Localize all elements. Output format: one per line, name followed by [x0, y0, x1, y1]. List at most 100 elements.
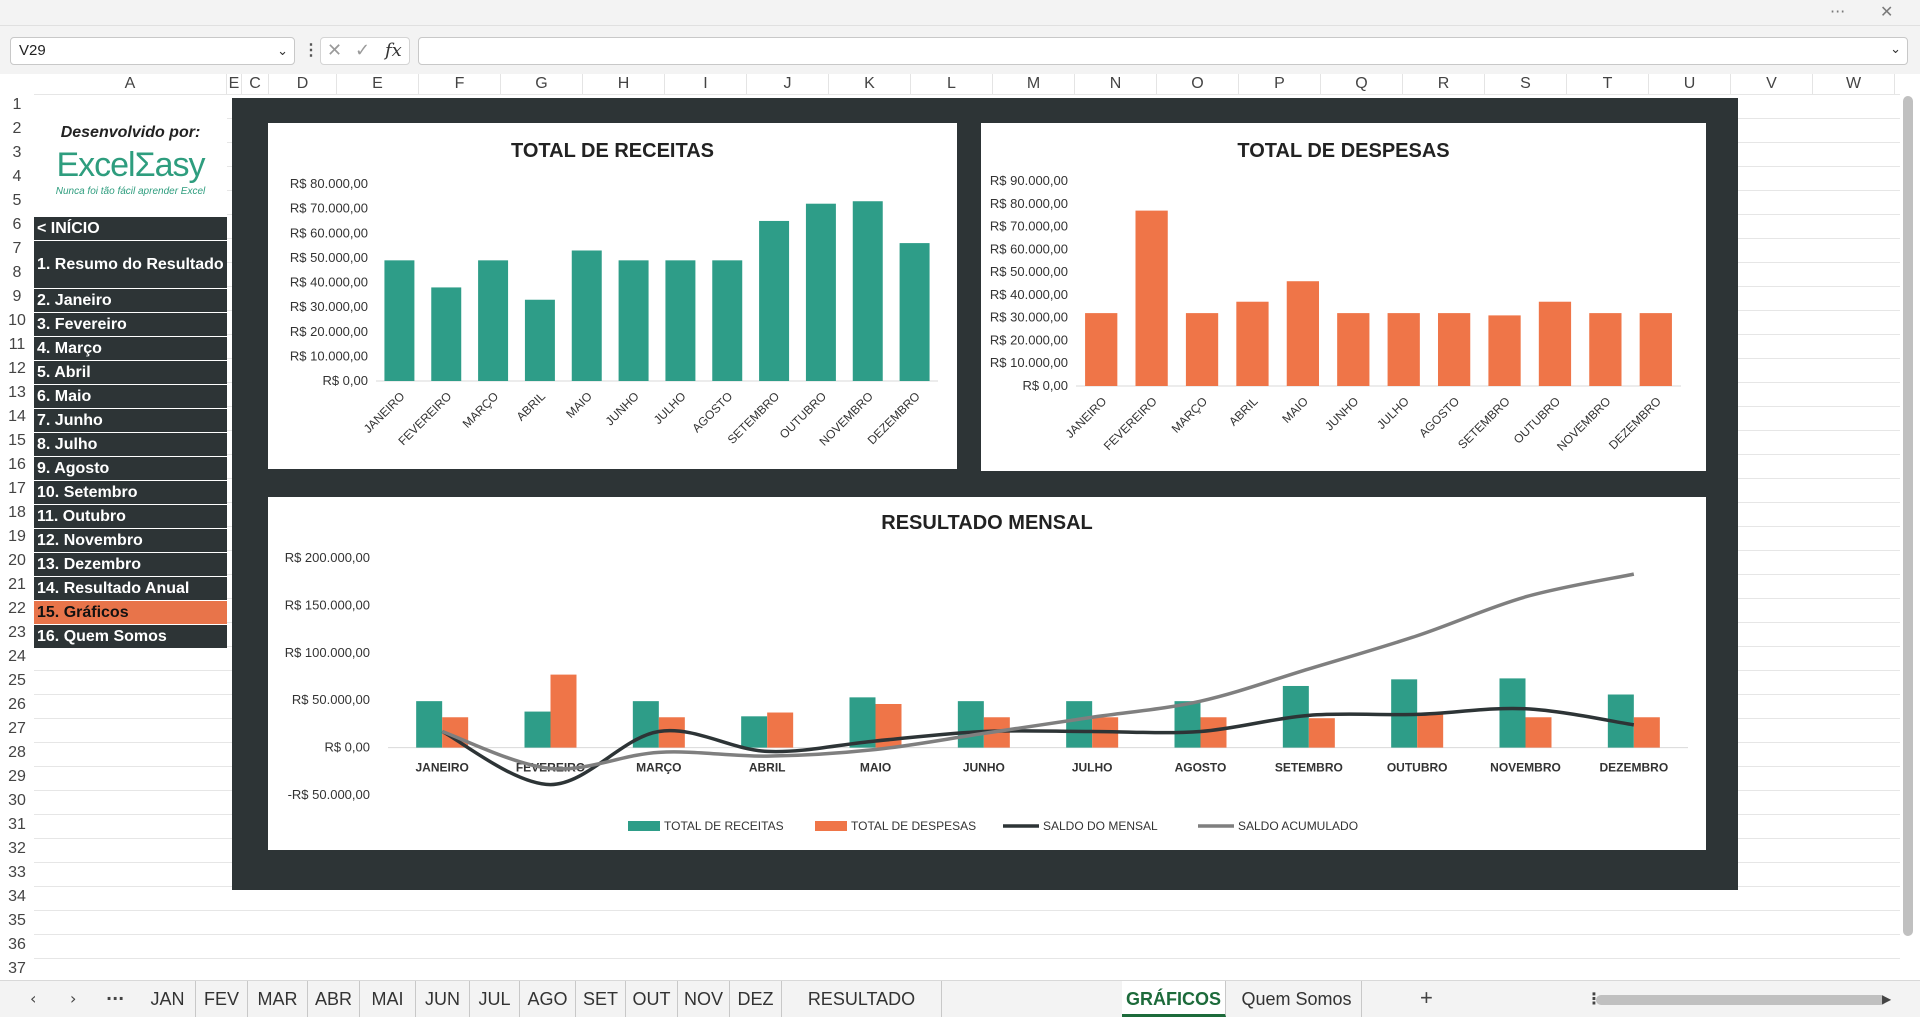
- sheet-tab[interactable]: DEZ: [730, 981, 782, 1017]
- row-header[interactable]: 1: [12, 96, 22, 113]
- bar[interactable]: [899, 243, 930, 381]
- bar[interactable]: [1337, 313, 1370, 386]
- nav-item[interactable]: 13. Dezembro: [34, 553, 227, 577]
- row-header[interactable]: 27: [8, 720, 26, 737]
- row-header[interactable]: 9: [12, 288, 22, 305]
- column-header[interactable]: Q: [1321, 74, 1403, 94]
- column-header[interactable]: I: [665, 74, 747, 94]
- column-header[interactable]: T: [1567, 74, 1649, 94]
- sheet-tab[interactable]: FEV: [196, 981, 248, 1017]
- row-header[interactable]: 3: [12, 144, 22, 161]
- row-header[interactable]: 14: [8, 408, 26, 425]
- chevron-right-icon[interactable]: ›: [70, 989, 77, 1008]
- column-header[interactable]: K: [829, 74, 911, 94]
- nav-item[interactable]: 15. Gráficos: [34, 601, 227, 625]
- row-header[interactable]: 29: [8, 768, 26, 785]
- chart-total-receitas[interactable]: TOTAL DE RECEITAS R$ 0,00 R$ 10.000,00 R$ …: [268, 123, 957, 469]
- bar[interactable]: [1417, 712, 1444, 748]
- row-header[interactable]: 4: [12, 168, 22, 185]
- column-header[interactable]: M: [993, 74, 1075, 94]
- nav-item[interactable]: 3. Fevereiro: [34, 313, 227, 337]
- bar[interactable]: [1236, 301, 1269, 386]
- close-icon[interactable]: ✕: [1880, 2, 1894, 21]
- column-header[interactable]: E: [227, 74, 242, 94]
- column-header[interactable]: P: [1239, 74, 1321, 94]
- column-header[interactable]: J: [747, 74, 829, 94]
- bar[interactable]: [767, 712, 794, 748]
- sheet-tab[interactable]: JUN: [416, 981, 470, 1017]
- bar[interactable]: [957, 701, 984, 748]
- chevron-down-icon[interactable]: ⌄: [1890, 41, 1901, 56]
- bar[interactable]: [1488, 315, 1521, 386]
- row-header[interactable]: 2: [12, 120, 22, 137]
- enter-icon[interactable]: ✓: [355, 40, 371, 61]
- cancel-icon[interactable]: ✕: [327, 40, 343, 61]
- sheet-tab[interactable]: AGO: [520, 981, 576, 1017]
- bar[interactable]: [1525, 717, 1552, 748]
- nav-item[interactable]: 8. Julho: [34, 433, 227, 457]
- vertical-scrollbar[interactable]: [1903, 96, 1913, 936]
- bar[interactable]: [1066, 701, 1093, 748]
- column-header[interactable]: N: [1075, 74, 1157, 94]
- insert-function-icon[interactable]: fx: [385, 40, 402, 61]
- sheet-tab[interactable]: ABR: [308, 981, 360, 1017]
- row-header[interactable]: 19: [8, 528, 26, 545]
- column-header[interactable]: H: [583, 74, 665, 94]
- row-header[interactable]: 20: [8, 552, 26, 569]
- bar[interactable]: [805, 203, 836, 381]
- nav-item[interactable]: 5. Abril: [34, 361, 227, 385]
- sheet-tab[interactable]: OUT: [626, 981, 678, 1017]
- row-header[interactable]: 5: [12, 192, 22, 209]
- bar[interactable]: [1135, 210, 1168, 386]
- nav-item[interactable]: < INÍCIO: [34, 217, 227, 241]
- series-line[interactable]: [441, 706, 1635, 787]
- nav-item[interactable]: 4. Março: [34, 337, 227, 361]
- column-header[interactable]: S: [1485, 74, 1567, 94]
- bar[interactable]: [524, 711, 551, 748]
- nav-item[interactable]: 12. Novembro: [34, 529, 227, 553]
- row-header[interactable]: 21: [8, 576, 26, 593]
- formula-input[interactable]: ⌄: [418, 37, 1908, 65]
- row-header[interactable]: 15: [8, 432, 26, 449]
- chart-total-despesas[interactable]: TOTAL DE DESPESAS R$ 0,00 R$ 10.000,00 R$ …: [981, 123, 1706, 471]
- row-header[interactable]: 11: [8, 336, 26, 353]
- column-header[interactable]: L: [911, 74, 993, 94]
- bar[interactable]: [1174, 701, 1201, 748]
- row-header[interactable]: 12: [8, 360, 26, 377]
- more-sheets-icon[interactable]: ···: [106, 989, 125, 1008]
- bar[interactable]: [712, 260, 743, 381]
- nav-item[interactable]: 9. Agosto: [34, 457, 227, 481]
- bar[interactable]: [618, 260, 649, 381]
- column-header[interactable]: G: [501, 74, 583, 94]
- bar[interactable]: [849, 697, 876, 748]
- column-header[interactable]: A: [34, 74, 227, 94]
- bar[interactable]: [759, 220, 790, 381]
- bar[interactable]: [571, 250, 602, 381]
- bar[interactable]: [741, 716, 768, 748]
- row-header[interactable]: 23: [8, 624, 26, 641]
- row-header[interactable]: 30: [8, 792, 26, 809]
- row-header[interactable]: 10: [8, 312, 26, 329]
- nav-item[interactable]: 14. Resultado Anual: [34, 577, 227, 601]
- nav-item[interactable]: 1. Resumo do Resultado: [34, 241, 227, 289]
- chevron-down-icon[interactable]: ⌄: [277, 43, 288, 58]
- column-header[interactable]: V: [1731, 74, 1813, 94]
- bar[interactable]: [384, 260, 415, 381]
- chevron-left-icon[interactable]: ‹: [30, 989, 37, 1008]
- sheet-tab[interactable]: GRÁFICOS: [1122, 981, 1226, 1017]
- row-header[interactable]: 33: [8, 864, 26, 881]
- add-sheet-icon[interactable]: +: [1420, 985, 1433, 1010]
- bar[interactable]: [1538, 301, 1572, 386]
- column-header[interactable]: R: [1403, 74, 1485, 94]
- ellipsis-icon[interactable]: ···: [1830, 2, 1846, 21]
- sheet-tab[interactable]: MAI: [360, 981, 416, 1017]
- sheet-tab[interactable]: JUL: [470, 981, 520, 1017]
- nav-item[interactable]: 2. Janeiro: [34, 289, 227, 313]
- horizontal-scrollbar[interactable]: [1596, 995, 1886, 1005]
- row-header[interactable]: 35: [8, 912, 26, 929]
- bar[interactable]: [852, 201, 883, 381]
- bar[interactable]: [1499, 678, 1526, 748]
- row-header[interactable]: 36: [8, 936, 26, 953]
- row-header[interactable]: 17: [8, 480, 26, 497]
- scroll-right-icon[interactable]: ▶: [1882, 992, 1892, 1006]
